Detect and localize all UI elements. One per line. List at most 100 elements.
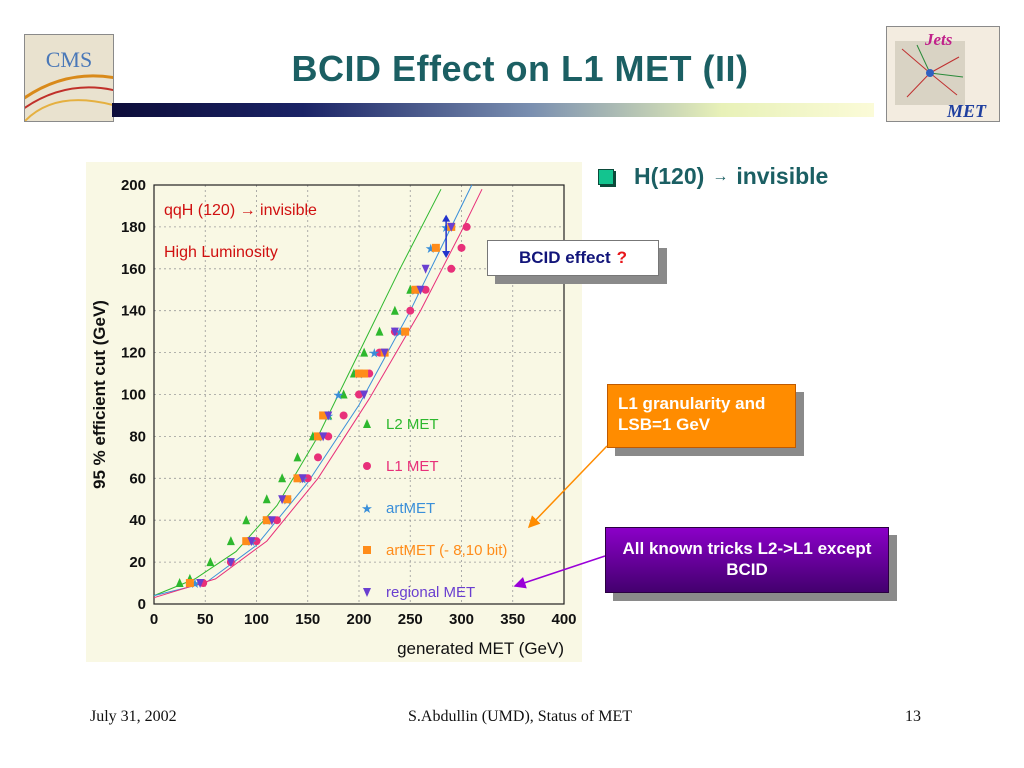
y-tick-label: 20 [129, 554, 146, 571]
legend-marker-artmet-8-10-bit [363, 546, 371, 554]
point-artmet-8-10-bit [360, 369, 369, 378]
point-regional-met [380, 348, 389, 358]
y-tick-label: 120 [121, 345, 146, 362]
point-l1-met [339, 411, 348, 420]
point-l2-met [375, 326, 384, 336]
point-l1-met [462, 222, 471, 231]
bullet-point: H(120) → invisible [598, 163, 828, 190]
point-l1-met [273, 516, 281, 525]
y-tick-label: 0 [138, 596, 146, 613]
legend-marker-l1-met [363, 462, 371, 470]
point-regional-met [226, 558, 235, 568]
point-l1-met [303, 474, 312, 483]
point-l2-met [278, 473, 287, 483]
bullet-square-icon [598, 168, 614, 185]
point-regional-met [278, 495, 287, 505]
point-regional-met [324, 411, 333, 421]
title-underline-bar [112, 103, 874, 117]
point-artmet: ★ [369, 347, 381, 362]
point-l2-met [339, 389, 348, 399]
point-l1-met [314, 453, 322, 462]
met-scatter-chart: 0 50 100 150 200 250 300 350 400 0 20 40 60 80 100 120 1… [90, 177, 577, 658]
y-tick-label: 160 [121, 261, 146, 278]
point-regional-met [447, 222, 456, 232]
bullet-text-before: H(120) [634, 163, 705, 189]
x-tick-label: 150 [295, 611, 320, 628]
point-l2-met [293, 452, 302, 462]
jets-met-logo: Jets MET [886, 26, 1000, 122]
point-regional-met [247, 537, 256, 547]
point-l2-met [242, 515, 251, 525]
callout-bcid-label: BCID effect [518, 248, 611, 267]
legend-label-l1-met: L1 MET [386, 458, 439, 475]
point-artmet: ★ [333, 389, 345, 404]
svg-text:Jets: Jets [924, 30, 953, 49]
legend-marker-regional-met [363, 588, 371, 597]
legend-marker-l2-met [363, 419, 371, 428]
point-regional-met [416, 285, 425, 295]
point-artmet-8-10-bit [293, 474, 302, 483]
point-l1-met [457, 243, 466, 252]
chart-annotation-luminosity: High Luminosity [164, 244, 278, 261]
y-tick-label: 100 [121, 387, 146, 404]
point-artmet-8-10-bit [314, 432, 322, 441]
point-artmet-8-10-bit [242, 537, 251, 546]
footer-page-number: 13 [905, 708, 921, 725]
fit-curve [153, 184, 473, 597]
point-l1-met [406, 306, 415, 315]
bullet-text-after: invisible [736, 163, 829, 189]
footer-author: S.Abdullin (UMD), Status of MET [408, 708, 632, 725]
fit-curve [153, 188, 483, 599]
x-tick-label: 200 [346, 611, 371, 628]
point-l1-met [355, 390, 363, 399]
plot-frame [153, 184, 565, 605]
point-l2-met [360, 347, 369, 357]
point-artmet-8-10-bit [355, 369, 363, 378]
y-tick-label: 200 [121, 177, 146, 194]
point-l1-met [324, 432, 333, 441]
point-artmet-8-10-bit [185, 579, 194, 588]
legend-label-l2-met: L2 MET [386, 416, 439, 433]
point-artmet-8-10-bit [401, 327, 410, 336]
x-tick-label: 0 [150, 611, 158, 628]
point-artmet-8-10-bit [283, 495, 292, 504]
slide-title: BCID Effect on L1 MET (II) [291, 48, 749, 89]
point-l2-met [175, 578, 184, 588]
point-artmet-8-10-bit [262, 516, 271, 525]
point-artmet-8-10-bit [319, 411, 328, 420]
svg-text:MET: MET [946, 101, 987, 121]
callout-bcid-question: ? [616, 248, 627, 267]
fit-curve [153, 188, 442, 597]
point-regional-met [267, 516, 276, 526]
x-axis-label: generated MET (GeV) [397, 639, 564, 658]
x-tick-label: 350 [500, 611, 525, 628]
bcid-arrow-head-up [442, 214, 451, 222]
point-l1-met [421, 285, 430, 294]
point-artmet: ★ [394, 326, 406, 341]
point-artmet: ★ [189, 577, 201, 592]
point-l2-met [226, 536, 235, 546]
chart-annotation-process: qqH (120) → invisible [164, 202, 317, 219]
point-artmet-8-10-bit [411, 285, 420, 294]
x-tick-label: 300 [449, 611, 474, 628]
point-regional-met [196, 579, 205, 589]
legend-label-regional-met: regional MET [386, 584, 475, 601]
arrow-right-icon: → [712, 167, 729, 185]
bcid-arrow-head-down [442, 251, 451, 259]
point-regional-met [319, 432, 328, 442]
point-l2-met [390, 305, 399, 315]
point-regional-met [298, 474, 307, 484]
y-tick-label: 140 [121, 303, 146, 320]
legend-marker-artmet: ★ [361, 502, 373, 517]
x-tick-label: 400 [551, 611, 576, 628]
point-regional-met [390, 327, 399, 337]
footer-date: July 31, 2002 [90, 708, 177, 725]
y-tick-label: 180 [121, 219, 146, 236]
point-regional-met [360, 390, 369, 400]
legend-label-artmet-8-10-bit: artMET (- 8,10 bit) [386, 542, 507, 559]
x-tick-label: 50 [197, 611, 214, 628]
y-tick-label: 60 [129, 470, 146, 487]
callout-l1-granularity: L1 granularity and LSB=1 GeV [607, 384, 796, 448]
cms-logo: CMS [24, 34, 114, 122]
point-l2-met [262, 494, 271, 504]
